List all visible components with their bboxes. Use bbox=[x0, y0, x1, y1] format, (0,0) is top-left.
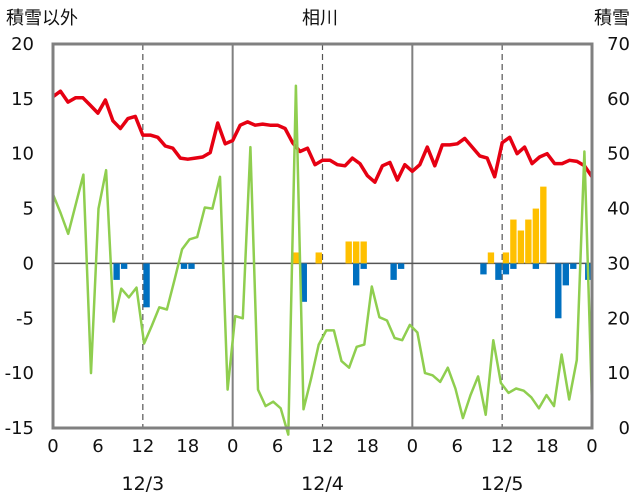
right-tick-label: 20 bbox=[607, 308, 630, 329]
right-tick-label: 60 bbox=[607, 89, 630, 110]
bar-mark bbox=[390, 263, 397, 280]
bar-mark bbox=[345, 241, 352, 264]
right-tick-label: 40 bbox=[607, 199, 630, 220]
left-tick-label: 15 bbox=[11, 89, 34, 110]
right-tick-label: 30 bbox=[607, 253, 630, 274]
day-label: 12/3 bbox=[121, 473, 164, 495]
bar-mark bbox=[555, 263, 562, 319]
x-tick-label: 12 bbox=[311, 436, 334, 457]
bar-mark bbox=[532, 208, 540, 264]
bar-mark bbox=[570, 263, 577, 269]
day-label: 12/5 bbox=[481, 473, 524, 495]
x-tick-label: 18 bbox=[356, 436, 379, 457]
day-label: 12/4 bbox=[301, 473, 344, 495]
bar-mark bbox=[397, 263, 405, 269]
x-tick-label: 6 bbox=[272, 436, 283, 457]
bar-mark bbox=[517, 230, 525, 264]
bar-mark bbox=[188, 263, 195, 269]
left-tick-label: -15 bbox=[5, 418, 34, 439]
right-axis-title: 積雪 bbox=[594, 8, 630, 29]
x-tick-label: 12 bbox=[131, 436, 154, 457]
left-tick-label: 10 bbox=[11, 144, 34, 165]
left-axis-ticks: 20 15 10 5 0 -5 -10 -15 bbox=[5, 34, 34, 439]
bar-mark bbox=[315, 252, 322, 264]
x-tick-label: 0 bbox=[227, 436, 238, 457]
x-tick-label: 18 bbox=[176, 436, 199, 457]
left-tick-label: -5 bbox=[16, 308, 34, 329]
bar-mark bbox=[113, 263, 120, 280]
bar-mark bbox=[540, 186, 547, 264]
bar-mark bbox=[143, 263, 150, 308]
bar-mark bbox=[495, 263, 502, 280]
bar-mark bbox=[510, 219, 517, 264]
bar-mark bbox=[120, 263, 128, 269]
right-tick-label: 50 bbox=[607, 144, 630, 165]
chart-title: 相川 bbox=[302, 8, 338, 29]
x-tick-label: 6 bbox=[452, 436, 463, 457]
temperature-line bbox=[51, 89, 594, 184]
left-tick-label: 0 bbox=[23, 253, 34, 274]
left-tick-label: 5 bbox=[23, 199, 34, 220]
bar-mark bbox=[353, 263, 360, 286]
bar-mark bbox=[360, 241, 367, 264]
grid-lines bbox=[53, 44, 592, 428]
x-axis-ticks: 0 6 12 18 0 6 12 18 0 6 12 18 0 bbox=[47, 436, 597, 457]
bar-mark bbox=[487, 252, 495, 264]
left-axis-title: 積雪以外 bbox=[6, 8, 78, 29]
right-tick-label: 10 bbox=[607, 363, 630, 384]
bar-mark bbox=[562, 263, 569, 286]
bar-mark bbox=[532, 263, 540, 269]
x-tick-label: 0 bbox=[47, 436, 58, 457]
x-tick-label: 0 bbox=[586, 436, 597, 457]
day-labels: 12/3 12/4 12/5 bbox=[121, 473, 523, 495]
bar-mark bbox=[502, 263, 510, 275]
bar-mark bbox=[300, 263, 307, 302]
bar-mark bbox=[180, 263, 188, 269]
bar-mark bbox=[525, 219, 532, 264]
bar-mark bbox=[510, 263, 517, 269]
bar-mark bbox=[360, 263, 367, 269]
plot-frame bbox=[51, 42, 594, 430]
right-tick-label: 70 bbox=[607, 34, 630, 55]
bars bbox=[113, 186, 592, 319]
bar-mark bbox=[353, 241, 360, 264]
right-tick-label: 0 bbox=[619, 418, 630, 439]
bar-mark bbox=[293, 252, 300, 264]
left-tick-label: -10 bbox=[5, 363, 34, 384]
bar-mark bbox=[480, 263, 487, 275]
right-axis-ticks: 70 60 50 40 30 20 10 0 bbox=[607, 34, 630, 439]
green_series-line bbox=[51, 84, 594, 436]
left-tick-label: 20 bbox=[11, 34, 34, 55]
x-tick-label: 12 bbox=[491, 436, 514, 457]
plot-border bbox=[51, 42, 594, 430]
x-tick-label: 6 bbox=[92, 436, 103, 457]
x-tick-label: 0 bbox=[407, 436, 418, 457]
x-tick-label: 18 bbox=[536, 436, 559, 457]
bar-mark bbox=[502, 252, 510, 264]
